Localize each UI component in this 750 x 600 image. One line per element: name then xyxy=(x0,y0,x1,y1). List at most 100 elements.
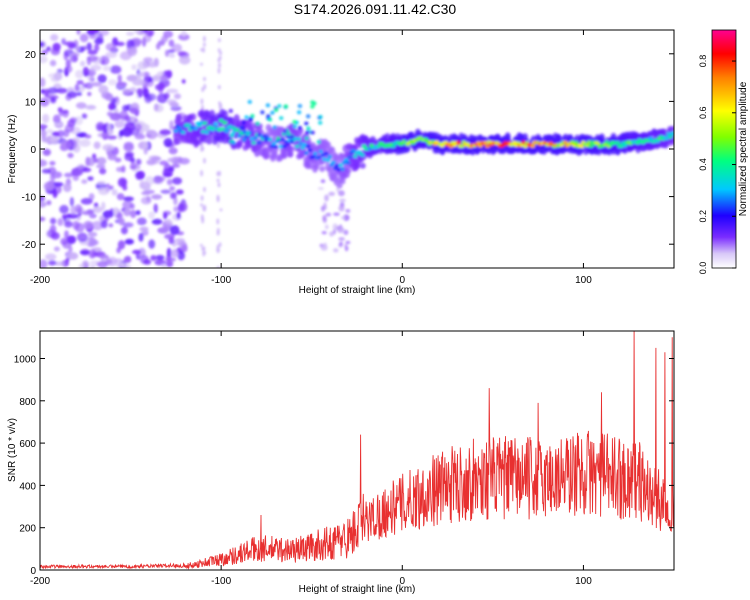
noise-cell xyxy=(329,231,335,237)
ridge-cell xyxy=(318,114,323,119)
noise-cell xyxy=(181,79,186,84)
noise-cell xyxy=(87,30,100,35)
noise-cell xyxy=(217,85,221,90)
noise-cell xyxy=(134,133,146,140)
ridge-cell xyxy=(236,139,243,147)
noise-cell xyxy=(343,229,349,235)
noise-cell xyxy=(116,212,123,220)
ridge-cell xyxy=(570,140,575,144)
noise-cell xyxy=(167,157,176,163)
ridge-cell xyxy=(283,104,289,109)
noise-cell xyxy=(124,153,134,161)
noise-cell xyxy=(216,178,220,183)
noise-cell xyxy=(170,192,177,200)
ridge-cell xyxy=(204,130,210,134)
noise-cell xyxy=(65,257,70,262)
noise-cell xyxy=(156,93,168,104)
noise-cell xyxy=(40,130,47,137)
ridge-cell xyxy=(459,144,465,148)
noise-cell xyxy=(169,225,180,236)
ridge-cell xyxy=(341,160,347,165)
ridge-cell xyxy=(327,154,333,159)
ridge-cell xyxy=(345,160,351,165)
noise-cell xyxy=(132,249,142,255)
noise-cell xyxy=(129,107,139,114)
noise-cell xyxy=(115,261,125,268)
ridge-cell xyxy=(206,138,213,145)
noise-cell xyxy=(338,190,345,197)
ridge-cell xyxy=(261,134,267,139)
ridge-cell xyxy=(304,136,309,141)
snr-xtick-label: 100 xyxy=(575,576,592,587)
noise-cell xyxy=(116,193,125,201)
snr-series-line xyxy=(40,331,674,570)
noise-cell xyxy=(158,75,169,81)
noise-cell xyxy=(332,223,338,231)
snr-xtick-label: -200 xyxy=(30,576,50,587)
noise-cell xyxy=(175,238,185,243)
noise-cell xyxy=(50,217,57,225)
spectrogram-cells xyxy=(40,30,674,268)
ridge-cell xyxy=(376,144,382,149)
noise-cell xyxy=(110,65,122,74)
noise-cell xyxy=(216,247,220,253)
ridge-cell xyxy=(307,160,314,170)
noise-cell xyxy=(122,222,134,228)
noise-cell xyxy=(119,110,129,120)
spectrogram-xtick-label: -200 xyxy=(30,275,50,286)
noise-cell xyxy=(81,113,88,119)
colorbar-ticks: 0.0 0.2 0.4 0.6 0.8 xyxy=(698,55,736,274)
noise-cell xyxy=(113,108,119,114)
noise-cell xyxy=(166,178,173,186)
noise-cell xyxy=(41,168,52,174)
noise-cell xyxy=(151,194,163,200)
ridge-cell xyxy=(584,143,590,148)
noise-cell xyxy=(76,91,82,96)
spectrogram-xtick-label: -100 xyxy=(211,275,231,286)
noise-cell xyxy=(202,246,206,251)
snr-xlabel: Height of straight line (km) xyxy=(299,584,416,595)
noise-cell xyxy=(79,250,90,255)
ridge-cell xyxy=(319,165,326,172)
noise-cell xyxy=(107,123,112,133)
ridge-cell xyxy=(251,141,257,145)
noise-cell xyxy=(66,235,77,244)
noise-cell xyxy=(202,205,206,212)
noise-cell xyxy=(143,148,148,155)
ridge-cell xyxy=(174,137,181,145)
spectrogram-xlabel: Height of straight line (km) xyxy=(299,285,416,296)
noise-cell xyxy=(69,197,74,207)
noise-cell xyxy=(132,79,144,86)
noise-cell xyxy=(131,64,137,71)
ridge-cell xyxy=(530,144,536,148)
snr-ytick-label: 1000 xyxy=(14,354,37,365)
ridge-cell xyxy=(312,151,318,156)
noise-cell xyxy=(74,83,80,92)
noise-cell xyxy=(102,210,114,219)
noise-cell xyxy=(49,173,56,182)
noise-cell xyxy=(135,210,141,216)
ridge-cell xyxy=(668,135,673,139)
ridge-cell xyxy=(512,140,517,145)
ridge-cell xyxy=(352,154,358,159)
ridge-cell xyxy=(302,142,307,147)
noise-cell xyxy=(80,198,93,205)
ridge-cell xyxy=(266,114,271,119)
noise-cell xyxy=(111,146,119,156)
noise-cell xyxy=(117,74,122,83)
noise-cell xyxy=(56,87,68,94)
noise-cell xyxy=(116,166,124,173)
noise-cell xyxy=(109,185,114,190)
noise-cell xyxy=(176,212,181,220)
noise-cell xyxy=(85,105,97,110)
noise-cell xyxy=(64,220,73,228)
noise-cell xyxy=(168,39,175,47)
ridge-cell xyxy=(227,124,233,129)
noise-cell xyxy=(200,145,204,152)
colorbar-tick-label: 0.8 xyxy=(698,55,708,68)
noise-cell xyxy=(61,214,68,219)
ridge-cell xyxy=(336,168,342,172)
ridge-cell xyxy=(239,125,244,130)
noise-cell xyxy=(172,177,183,185)
